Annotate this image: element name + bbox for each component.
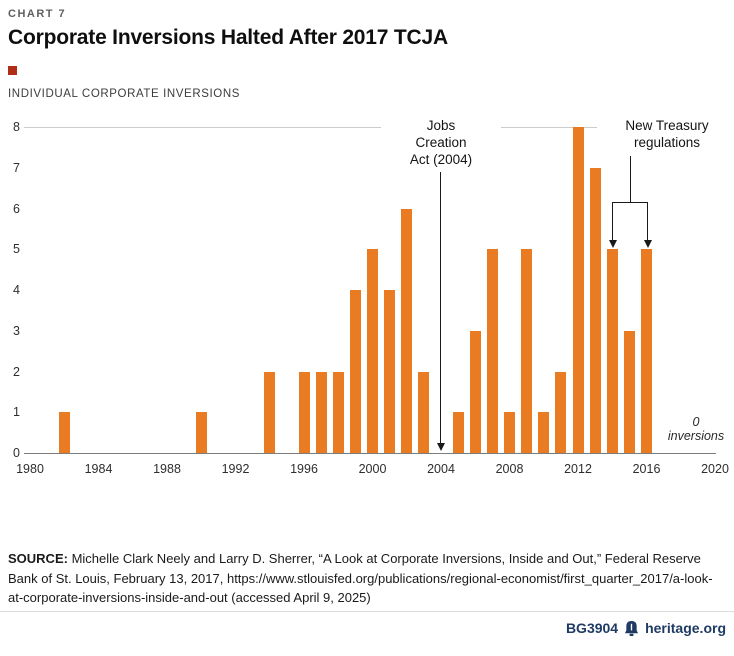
y-tick-label-0: 0 bbox=[13, 446, 20, 460]
bar-2013 bbox=[589, 167, 601, 454]
annotation-zero-inversions: 0 inversions bbox=[661, 415, 731, 443]
y-axis-units-label: INDIVIDUAL CORPORATE INVERSIONS bbox=[8, 88, 241, 100]
x-tick-label-1996: 1996 bbox=[290, 462, 318, 476]
bar-1997 bbox=[315, 371, 327, 453]
bar-1982 bbox=[58, 412, 70, 454]
chart-kicker: CHART 7 bbox=[8, 8, 67, 20]
x-axis-baseline bbox=[24, 453, 716, 454]
annotation-line: Jobs bbox=[426, 118, 456, 133]
annotation-line: New Treasury bbox=[625, 118, 709, 133]
bar-2000 bbox=[367, 249, 378, 454]
bar-2001 bbox=[384, 290, 396, 453]
bar-2010 bbox=[538, 412, 550, 454]
y-tick-label-7: 7 bbox=[13, 160, 20, 175]
x-tick-label-2008: 2008 bbox=[495, 462, 524, 476]
y-tick-label-2: 2 bbox=[13, 364, 20, 379]
bar-2016 bbox=[641, 249, 652, 454]
treasury-arrow-right-line bbox=[647, 202, 648, 241]
bar-1996 bbox=[298, 371, 310, 453]
source-text: Michelle Clark Neely and Larry D. Sherre… bbox=[8, 551, 713, 605]
x-tick-label-2016: 2016 bbox=[632, 462, 661, 476]
y-tick-label-4: 4 bbox=[13, 283, 20, 297]
treasury-bracket-bar bbox=[612, 202, 648, 203]
source-label: SOURCE: bbox=[8, 551, 68, 566]
footer-divider bbox=[0, 611, 734, 612]
annotation-jobs-creation-act: Jobs Creation Act (2004) bbox=[381, 117, 501, 168]
bar-1999 bbox=[349, 290, 361, 453]
bar-2015 bbox=[623, 330, 635, 454]
x-tick-label-2004: 2004 bbox=[427, 462, 455, 476]
bar-1994 bbox=[264, 371, 276, 453]
x-tick-label-2012: 2012 bbox=[564, 462, 592, 476]
treasury-arrow-left-line bbox=[612, 202, 613, 241]
x-tick-label-1992: 1992 bbox=[221, 462, 250, 476]
x-tick-label-1988: 1988 bbox=[153, 462, 181, 476]
x-tick-label-2020: 2020 bbox=[701, 462, 729, 476]
bar-2014 bbox=[606, 249, 618, 454]
x-tick-label-1980: 1980 bbox=[16, 462, 44, 476]
accent-square bbox=[8, 66, 17, 75]
bar-2008 bbox=[504, 412, 515, 454]
bar-2007 bbox=[486, 249, 498, 454]
y-tick-label-8: 8 bbox=[13, 120, 20, 134]
document-id: BG3904 bbox=[565, 620, 619, 636]
annotation-line: 0 bbox=[692, 415, 700, 429]
page-title: Corporate Inversions Halted After 2017 T… bbox=[8, 26, 448, 49]
annotation-new-treasury-regulations: New Treasury regulations bbox=[597, 117, 734, 151]
bar-2009 bbox=[521, 249, 533, 454]
bar-2002 bbox=[401, 208, 413, 453]
annotation-line: Act (2004) bbox=[409, 152, 473, 167]
jobs-act-arrowhead-icon bbox=[437, 443, 445, 451]
y-tick-label-6: 6 bbox=[13, 201, 20, 216]
y-tick-label-5: 5 bbox=[13, 242, 20, 257]
y-tick-label-1: 1 bbox=[13, 405, 20, 420]
annotation-line: regulations bbox=[633, 135, 701, 150]
annotation-line: inversions bbox=[667, 429, 725, 443]
bar-2011 bbox=[555, 371, 567, 453]
gridline-top bbox=[24, 127, 716, 128]
bar-2012 bbox=[572, 127, 584, 453]
bar-2005 bbox=[452, 412, 464, 454]
jobs-act-arrow-line bbox=[440, 172, 441, 443]
bar-1990 bbox=[195, 412, 207, 454]
annotation-line: Creation bbox=[415, 135, 467, 150]
heritage-logo-icon bbox=[624, 620, 639, 636]
treasury-arrowhead-left-icon bbox=[609, 240, 617, 248]
treasury-arrowhead-right-icon bbox=[644, 240, 652, 248]
x-tick-label-2000: 2000 bbox=[358, 462, 387, 476]
bar-2006 bbox=[469, 330, 481, 454]
bar-2003 bbox=[418, 371, 430, 453]
bar-1998 bbox=[332, 371, 344, 453]
x-tick-label-1984: 1984 bbox=[84, 462, 113, 476]
source-note: SOURCE: Michelle Clark Neely and Larry D… bbox=[8, 549, 724, 608]
y-tick-label-3: 3 bbox=[13, 323, 20, 338]
footer: BG3904 heritage.org bbox=[566, 620, 726, 636]
treasury-bracket-stem bbox=[630, 156, 631, 203]
site-link: heritage.org bbox=[645, 620, 726, 636]
